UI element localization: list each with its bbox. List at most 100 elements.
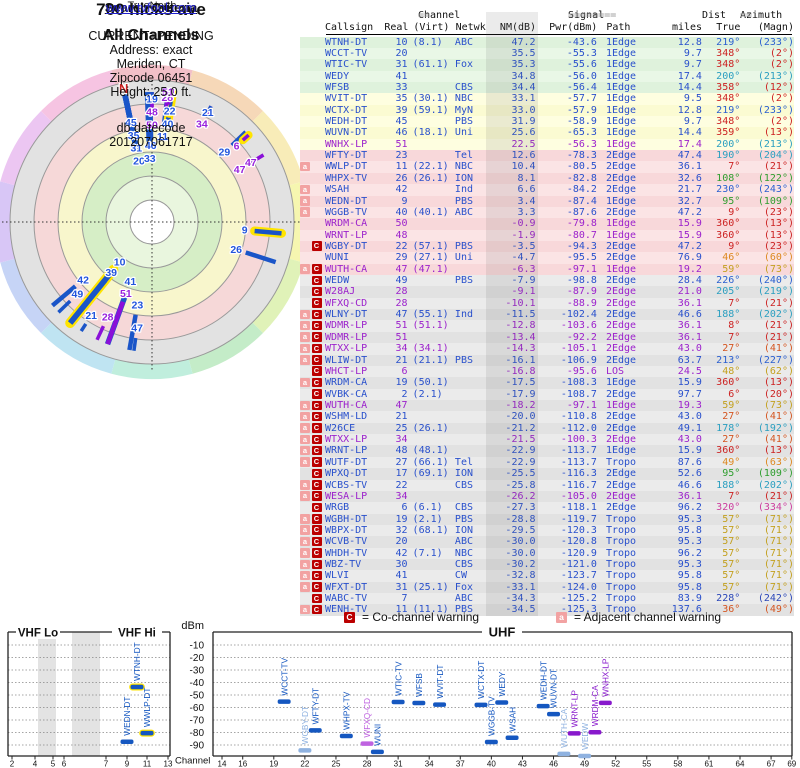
co-channel-warning-chip: C (311, 264, 322, 274)
station-label: WFSB (414, 673, 424, 697)
table-row: a WEDN-DT 9 PBS 3.4 -87.4 1Edge 32.7 95° (109°) (300, 195, 794, 207)
adjacent-flag-cell: a (300, 320, 312, 331)
cell-noise-margin: -7.9 (511, 275, 536, 287)
cell-noise-margin: -1.9 (511, 229, 536, 241)
cell-callsign: WGGB-TV (325, 206, 368, 218)
station-label: WTNH-DT (132, 642, 142, 681)
cell-virtual-channel (408, 491, 451, 502)
band-label: UHF (489, 625, 516, 640)
cell-network: ION (454, 524, 473, 536)
cell-callsign: WLIW-DT (325, 354, 368, 366)
cell-azimuth-true: 200° (716, 70, 741, 82)
cell-azimuth-magnetic: (192°) (757, 422, 794, 434)
cell-path: 2Edge (605, 422, 637, 434)
cell-callsign: WBPX-DT (325, 524, 368, 536)
station-label: WSAH (507, 707, 517, 732)
tvfool-link[interactable]: www.tvfool.com (105, 0, 197, 15)
cell-virtual-channel (408, 230, 451, 241)
cell-virtual-channel (408, 298, 451, 309)
channel-label: 45 (125, 117, 137, 129)
cell-virtual-channel (408, 480, 451, 491)
cell-callsign: WWLP-DT (325, 161, 368, 173)
station-bar (598, 700, 612, 706)
co-channel-flag-cell (312, 37, 324, 48)
cell-power: -88.9 (566, 297, 597, 309)
channel-tick-label: 4 (33, 760, 38, 768)
cell-miles: 14.4 (677, 81, 702, 93)
dbm-tick-label: -90 (190, 741, 205, 752)
cell-miles: 36.1 (677, 331, 702, 343)
cell-azimuth-magnetic: (13°) (763, 218, 794, 230)
channel-tick-label: 61 (704, 760, 713, 768)
cell-virtual-channel (408, 570, 451, 581)
cell-callsign: WEDH-DT (325, 116, 368, 128)
cell-path: 2Edge (605, 479, 637, 491)
cell-network (451, 366, 490, 377)
cell-callsign: WGBH-DT (325, 513, 368, 525)
cell-path: 2Edge (605, 150, 637, 162)
cell-path: 1Edge (605, 70, 637, 82)
station-bar (130, 684, 144, 690)
cell-power: -92.2 (566, 331, 597, 343)
station-bar (120, 739, 134, 744)
adjacent-flag-cell (300, 298, 312, 309)
cell-path: Tropo (605, 513, 637, 525)
cell-callsign: WBZ-TV (325, 559, 362, 571)
adjacent-warning-chip: a (300, 309, 310, 320)
cell-azimuth-true: 59° (722, 263, 741, 275)
cell-azimuth-true: 190° (716, 150, 741, 162)
cell-callsign: WDMR-LP (325, 320, 368, 332)
adjacent-flag-cell: a (300, 480, 312, 491)
station-bar (79, 322, 88, 332)
co-channel-warning-chip: C (311, 389, 322, 399)
adjacent-warning-chip: a (300, 570, 310, 581)
cell-path: 2Edge (605, 354, 637, 366)
cell-network (451, 71, 490, 82)
co-channel-flag-cell: C (311, 480, 324, 491)
cell-power: -56.4 (566, 81, 597, 93)
channel-tick-label: 58 (673, 760, 682, 768)
cell-virtual-channel (408, 82, 451, 93)
cell-callsign: WUTH-CA (325, 263, 368, 275)
adjacent-warning-chip: a (300, 434, 310, 445)
channel-tick-label: 2 (10, 760, 15, 768)
station-label: WRNT-LP (569, 690, 579, 728)
table-row: a C WDMR-LP 51 (51.1) -12.8 -103.6 2Edge 36.1 8° (… (300, 320, 794, 332)
cell-network (451, 298, 490, 309)
adjacent-flag-cell (300, 150, 312, 161)
cell-real-channel: 51 (395, 138, 408, 150)
cell-noise-margin: -6.3 (511, 263, 536, 275)
dbm-tick-label: -80 (190, 728, 205, 739)
co-channel-flag-cell: C (311, 445, 324, 456)
cell-network: PBS (454, 240, 473, 252)
adjacent-flag-cell (300, 82, 312, 93)
adjacent-flag-cell (300, 275, 312, 286)
cell-noise-margin: 47.2 (511, 36, 536, 48)
station-bar (241, 133, 250, 142)
cell-noise-margin: -10.1 (505, 297, 536, 309)
cell-azimuth-true: 359° (716, 127, 741, 139)
cell-noise-margin: -21.5 (505, 434, 536, 446)
cell-miles: 36.1 (677, 490, 702, 502)
cell-virtual-channel (408, 150, 451, 161)
cell-callsign: WLVI (325, 570, 350, 582)
cell-path: 2Edge (605, 468, 637, 480)
cell-real-channel: 21 (395, 411, 408, 423)
cell-callsign: WFXT-DT (325, 581, 368, 593)
cell-noise-margin: 22.5 (511, 138, 536, 150)
adjacent-flag-cell: a (300, 423, 312, 434)
cell-miles: 95.8 (677, 524, 702, 536)
cell-power: -105.1 (560, 343, 597, 355)
channel-label: 20 (133, 155, 145, 167)
spectrum-gap-band (72, 632, 100, 756)
table-row: a C WFXT-DT 31 (25.1) Fox -33.1 -124.0 Tropo 95.8… (300, 581, 794, 594)
cell-network (451, 389, 490, 400)
cell-network: PBS (454, 354, 473, 366)
cell-real-channel: 48 (395, 445, 408, 457)
cell-path: 2Edge (605, 434, 637, 446)
cell-power: -87.6 (566, 206, 597, 218)
cell-callsign: WPXQ-DT (325, 468, 368, 480)
channel-label: 28 (102, 312, 114, 324)
cell-power: -110.8 (560, 411, 597, 423)
cell-azimuth-true: 95° (722, 468, 741, 480)
